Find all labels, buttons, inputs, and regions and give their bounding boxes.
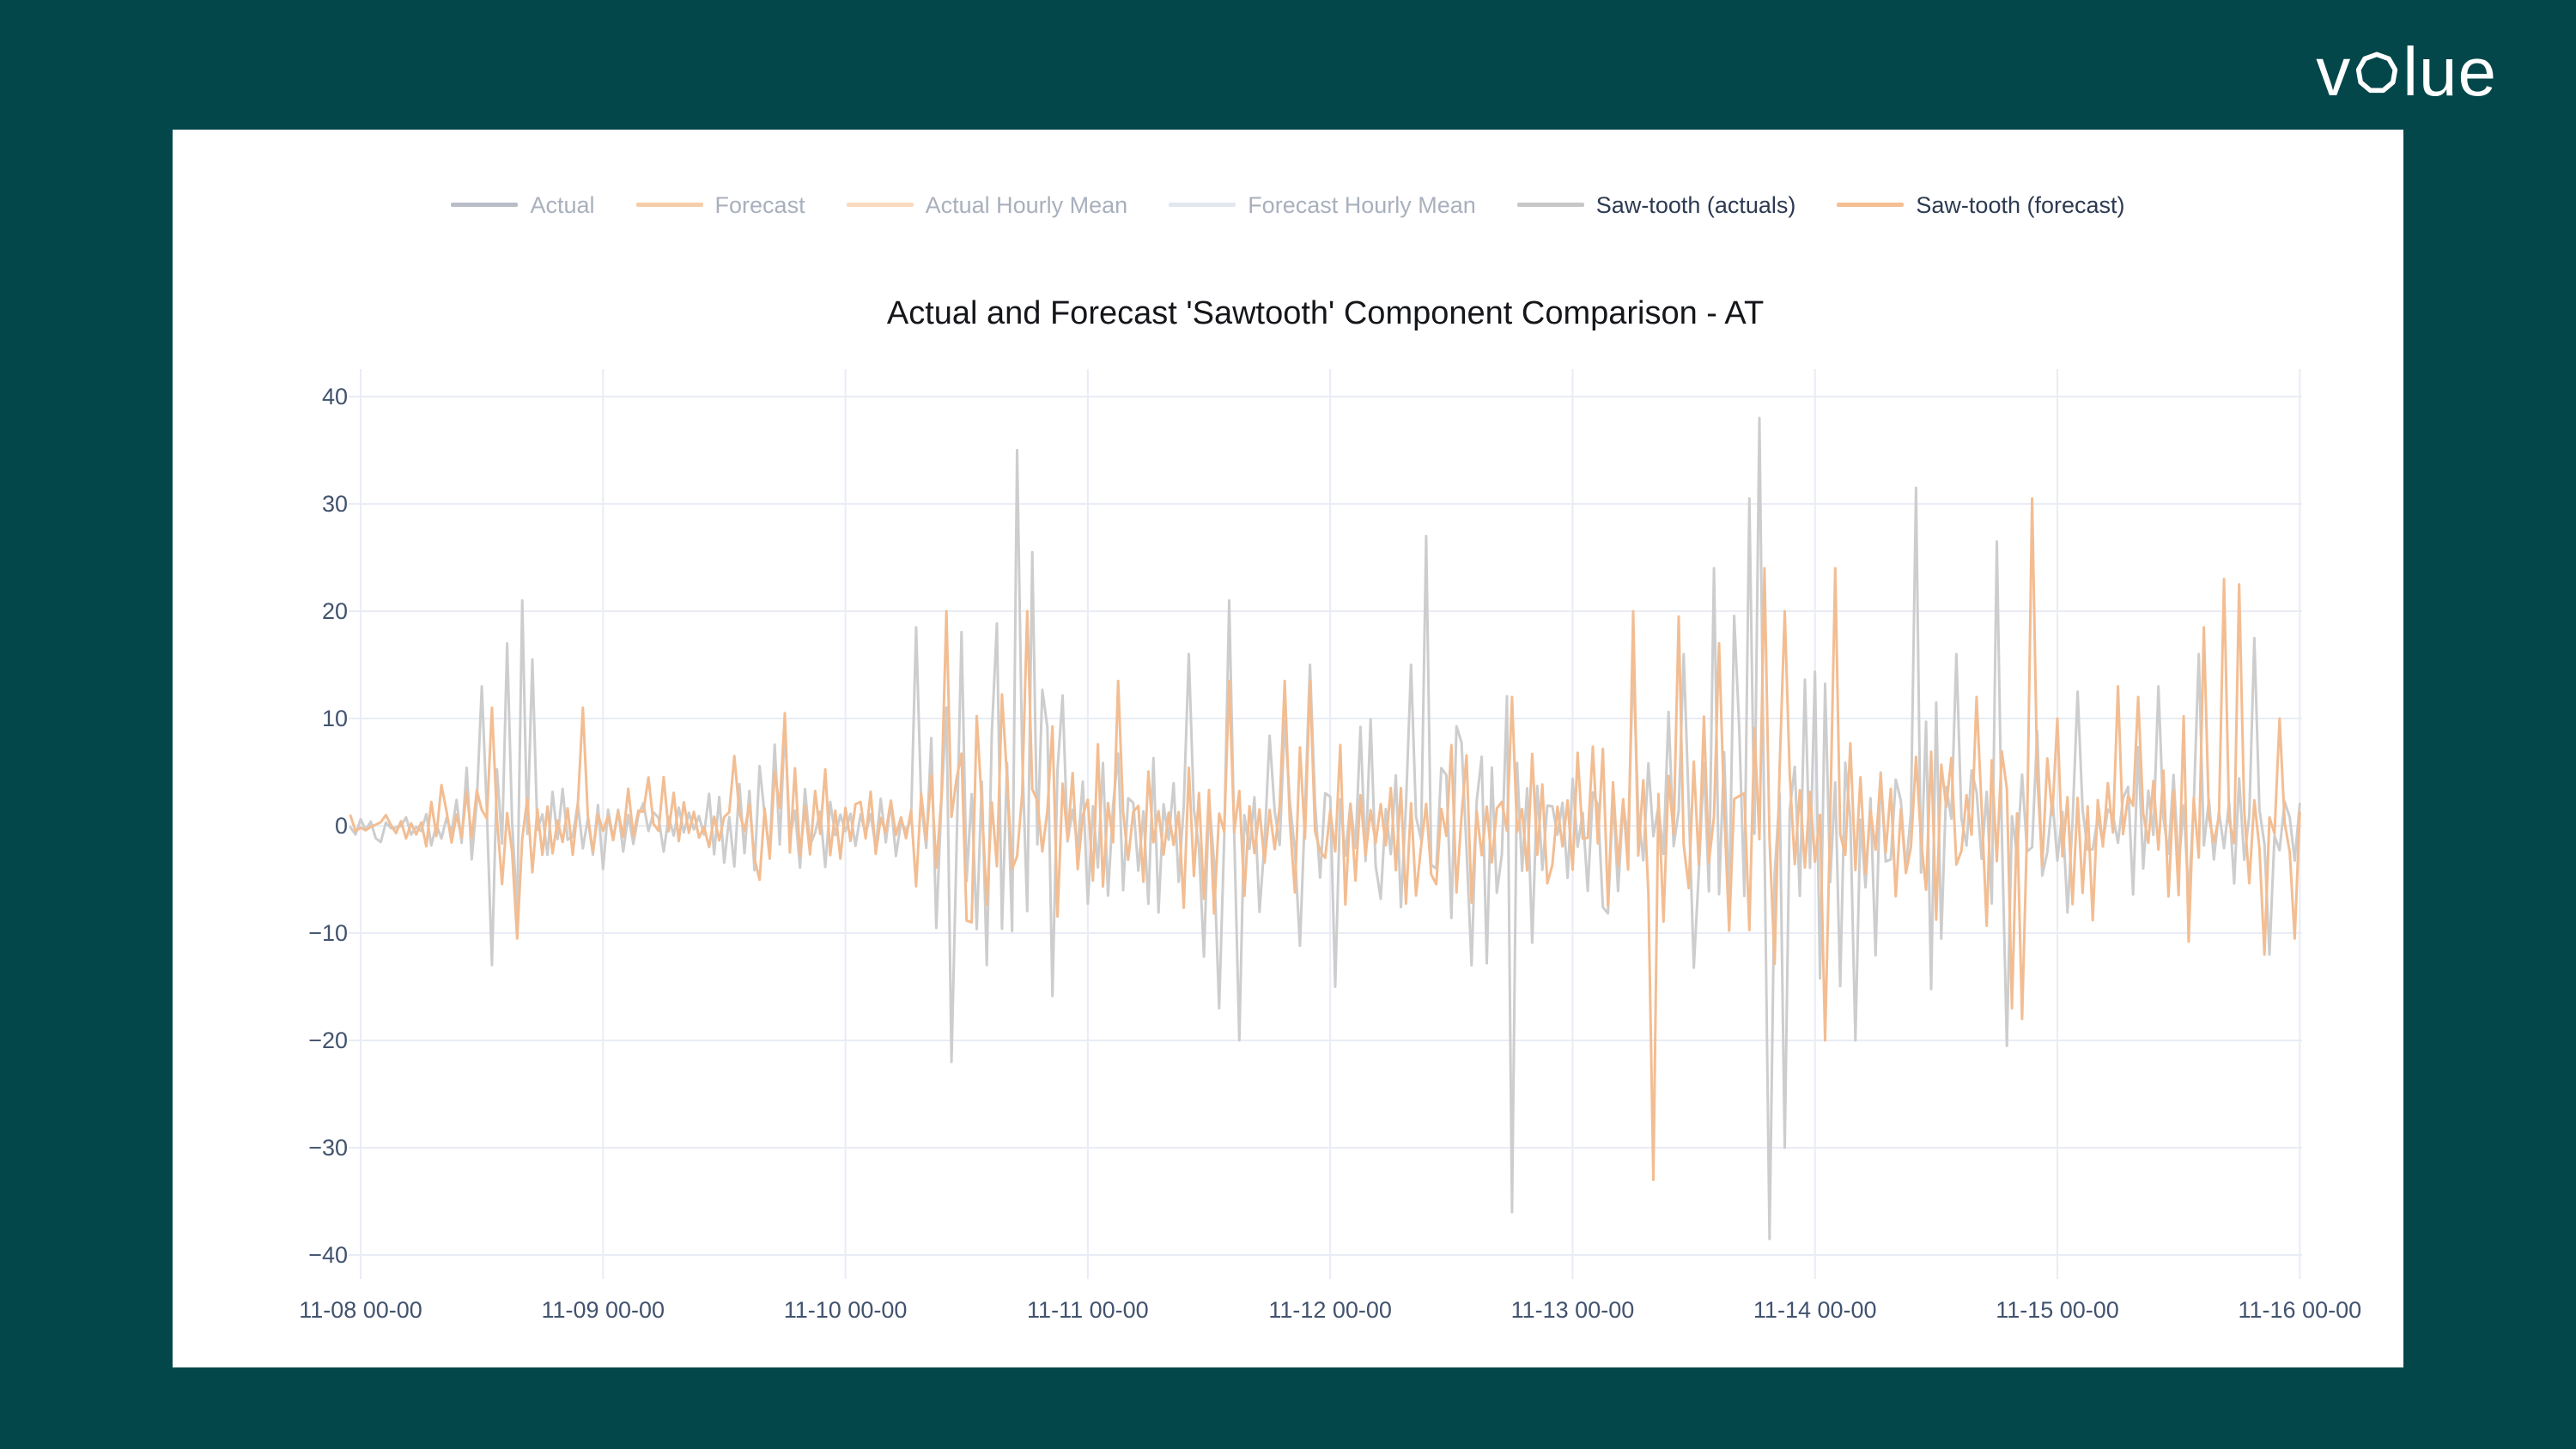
legend-item-saw-tooth-forecast[interactable]: Saw-tooth (forecast) — [1837, 191, 2125, 219]
legend-item-actual[interactable]: Actual — [451, 191, 595, 219]
volue-logo: v lue — [2316, 38, 2497, 106]
legend-line-swatch — [1516, 203, 1584, 208]
legend-item-label: Actual Hourly Mean — [925, 191, 1128, 218]
x-tick-label: 11-10 00-00 — [783, 1297, 908, 1323]
legend-line-swatch — [451, 203, 519, 208]
y-tick-label: 0 — [334, 813, 348, 839]
legend-item-label: Saw-tooth (forecast) — [1916, 191, 2125, 218]
plot-area[interactable] — [349, 369, 2302, 1279]
chart-card: Actual Forecast Actual Hourly Mean Forecast… — [173, 130, 2403, 1367]
legend-item-forecast-hourly-mean[interactable]: Forecast Hourly Mean — [1169, 191, 1476, 219]
legend-item-label: Saw-tooth (actuals) — [1595, 191, 1796, 218]
x-tick-label: 11-08 00-00 — [299, 1297, 422, 1323]
y-tick-label: 40 — [321, 384, 348, 409]
series-line-saw-tooth-forecast — [349, 497, 2301, 1181]
y-tick-label: −10 — [308, 920, 348, 946]
legend-item-actual-hourly-mean[interactable]: Actual Hourly Mean — [846, 191, 1128, 219]
legend-item-label: Actual — [530, 191, 595, 218]
y-tick-label: −20 — [308, 1028, 348, 1053]
x-tick-label: 11-11 00-00 — [1027, 1297, 1149, 1323]
legend-item-saw-tooth-actuals[interactable]: Saw-tooth (actuals) — [1516, 191, 1796, 219]
y-tick-label: 10 — [321, 706, 348, 731]
legend-item-label: Forecast — [714, 191, 805, 218]
legend-line-swatch — [846, 203, 914, 208]
y-tick-label: 30 — [321, 491, 348, 517]
volue-logo-polygon-o-icon — [2356, 52, 2398, 94]
chart-title: Actual and Forecast 'Sawtooth' Component… — [886, 295, 1765, 331]
chart-legend: Actual Forecast Actual Hourly Mean Forecast… — [173, 186, 2403, 224]
y-tick-label: −30 — [308, 1135, 348, 1161]
legend-line-swatch — [1837, 203, 1905, 208]
legend-line-swatch — [635, 203, 703, 208]
legend-line-swatch — [1169, 203, 1236, 208]
legend-item-label: Forecast Hourly Mean — [1248, 191, 1476, 218]
volue-logo-text-pre: v — [2316, 33, 2352, 110]
x-tick-label: 11-16 00-00 — [2238, 1297, 2362, 1323]
y-tick-label: 20 — [321, 598, 348, 624]
x-tick-label: 11-09 00-00 — [541, 1297, 665, 1323]
x-tick-label: 11-15 00-00 — [1996, 1297, 2119, 1323]
x-tick-label: 11-12 00-00 — [1268, 1297, 1392, 1323]
x-tick-label: 11-14 00-00 — [1753, 1297, 1877, 1323]
series-line-saw-tooth-actuals — [349, 416, 2301, 1240]
legend-item-forecast[interactable]: Forecast — [635, 191, 805, 219]
x-tick-label: 11-13 00-00 — [1510, 1297, 1635, 1323]
y-tick-label: −40 — [308, 1242, 348, 1268]
volue-logo-text-post: lue — [2403, 33, 2497, 110]
